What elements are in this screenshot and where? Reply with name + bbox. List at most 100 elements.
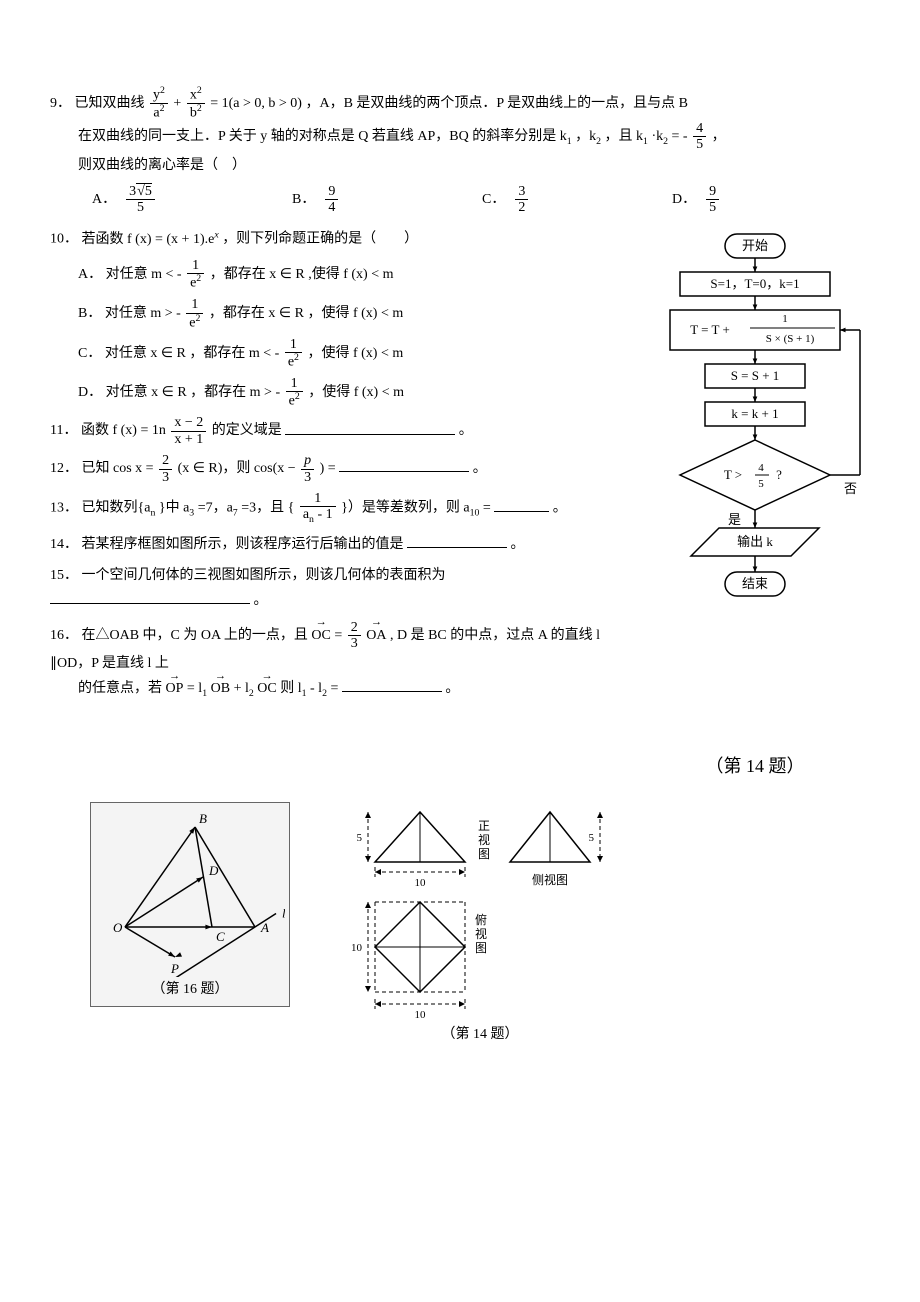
q14-a: 若某程序框图如图所示，则该程序运行后输出的值是 xyxy=(82,537,404,552)
svg-text:D: D xyxy=(208,863,219,878)
fig15-caption: （第 14 题） xyxy=(350,1022,610,1047)
q9-frac-1: y2 a2 xyxy=(150,86,168,121)
q10-d-b: ，使得 f (x) < m xyxy=(308,385,404,400)
q10-b-fd: e2 xyxy=(186,314,203,331)
q9-y: y xyxy=(153,88,160,103)
q12-c: ) = xyxy=(320,461,336,476)
q13-b: }）是等差数列，则 a xyxy=(341,501,469,516)
svg-text:l: l xyxy=(282,906,285,921)
q9-l2e: = - xyxy=(672,129,688,144)
q9-l2-num: 4 xyxy=(693,121,706,137)
q9-l2b: ，k xyxy=(575,129,596,144)
q13-d: 。 xyxy=(553,501,567,516)
q9-opt-d[interactable]: D． 95 xyxy=(672,184,792,216)
svg-text:图: 图 xyxy=(478,847,490,861)
q10-c-a: 对任意 x ∈ R ，都存在 m < - xyxy=(105,346,279,361)
q9-opt-c-lab: C． xyxy=(482,187,505,212)
flowchart-figure: 开始S=1，T=0，k=1T = T +1S × (S + 1)S = S + … xyxy=(640,226,870,782)
svg-text:10: 10 xyxy=(415,1009,427,1021)
q9-opt-b-den: 4 xyxy=(325,200,338,215)
q14-num: 14． xyxy=(50,537,78,552)
q13-fdt: - 1 xyxy=(314,507,333,522)
q16-blank[interactable] xyxy=(342,677,442,692)
q10-text-a: 若函数 f (x) = (x + 1).ex xyxy=(82,232,219,247)
q12-a: 已知 cos x = xyxy=(82,461,154,476)
q16-l2a: 的任意点，若 xyxy=(78,681,162,696)
question-9: 9． 已知双曲线 y2 a2 + x2 b2 = 1(a > 0, b > 0)… xyxy=(50,86,870,216)
q9-opt-c[interactable]: C． 32 xyxy=(482,184,672,216)
q9-opt-c-frac: 32 xyxy=(515,184,528,216)
q12-b: (x ∈ R)，则 cos(x − xyxy=(178,461,296,476)
svg-text:图: 图 xyxy=(475,941,487,955)
svg-text:5: 5 xyxy=(589,832,595,844)
q16-num: 16． xyxy=(50,628,78,643)
q9-line2: 在双曲线的同一支上．P 关于 y 轴的对称点是 Q 若直线 AP，BQ 的斜率分… xyxy=(78,121,870,153)
q10-a-fd: e2 xyxy=(187,274,204,291)
svg-text:输出 k: 输出 k xyxy=(737,534,773,549)
svg-text:k = k + 1: k = k + 1 xyxy=(731,406,778,421)
q12-f1d: 3 xyxy=(159,470,172,485)
svg-text:视: 视 xyxy=(478,832,490,847)
svg-text:否: 否 xyxy=(844,481,857,496)
q11-b: 的定义域是 xyxy=(212,424,282,439)
q9-number: 9． xyxy=(50,96,71,111)
q10-b-b: ，都存在 x ∈ R ，使得 f (x) < m xyxy=(209,306,403,321)
svg-text:B: B xyxy=(199,811,207,826)
q16-l2f: = xyxy=(330,681,338,696)
q15-blank[interactable] xyxy=(50,589,250,604)
q12-f1n: 2 xyxy=(159,453,172,469)
q10-b-fn: 1 xyxy=(186,297,203,313)
q12-f1: 23 xyxy=(159,453,172,485)
q9-opt-a[interactable]: A． 3√5 5 xyxy=(92,184,292,216)
q12-d: 。 xyxy=(473,461,487,476)
q9-opt-a-lab: A． xyxy=(92,187,116,212)
q10-c-lab: C． xyxy=(78,346,101,361)
q13-fd: an - 1 xyxy=(300,507,336,526)
svg-text:O: O xyxy=(113,920,123,935)
svg-text:10: 10 xyxy=(415,877,427,889)
flowchart-caption: （第 14 题） xyxy=(640,750,870,782)
q16-vec1: OC xyxy=(311,623,330,648)
q9-opt-b[interactable]: B． 94 xyxy=(292,184,482,216)
q9-opt-b-lab: B． xyxy=(292,187,315,212)
q10-a-fn: 1 xyxy=(187,258,204,274)
svg-text:T >: T > xyxy=(724,467,742,482)
q10-d-frac: 1e2 xyxy=(286,376,303,409)
q11-blank[interactable] xyxy=(285,420,455,435)
svg-text:S=1，T=0，k=1: S=1，T=0，k=1 xyxy=(710,276,799,291)
q16-l2e: - l xyxy=(310,681,322,696)
q12-f2d: 3 xyxy=(301,470,314,485)
svg-text:10: 10 xyxy=(351,942,363,954)
q16-vec5: OC xyxy=(257,676,276,701)
flowchart-svg: 开始S=1，T=0，k=1T = T +1S × (S + 1)S = S + … xyxy=(640,226,870,746)
svg-text:俯: 俯 xyxy=(475,912,487,927)
q9-line3: 则双曲线的离心率是（ ） xyxy=(78,153,870,178)
q9-opt-b-num: 9 xyxy=(325,184,338,200)
svg-text:5: 5 xyxy=(758,478,764,490)
q15-a: 一个空间几何体的三视图如图所示，则该几何体的表面积为 xyxy=(82,568,446,583)
q13-frac: 1 an - 1 xyxy=(300,491,336,526)
svg-text:P: P xyxy=(170,961,179,976)
q11-c: 。 xyxy=(459,424,473,439)
svg-text:A: A xyxy=(260,920,269,935)
q9-x: x xyxy=(190,88,197,103)
fig16-svg: O A B C D Pl xyxy=(95,807,285,977)
q16-b: = xyxy=(334,628,342,643)
q13-a2: }中 a xyxy=(159,501,189,516)
svg-text:C: C xyxy=(216,929,225,944)
q9-opt-d-frac: 95 xyxy=(706,184,719,216)
q10-c-fn: 1 xyxy=(285,337,302,353)
q10-a-b: ，都存在 x ∈ R ,使得 f (x) < m xyxy=(210,267,394,282)
q10-d-a: 对任意 x ∈ R ，都存在 m > - xyxy=(106,385,280,400)
svg-text:结束: 结束 xyxy=(742,576,768,591)
q10-c-b: ，使得 f (x) < m xyxy=(307,346,403,361)
q16-l2d: 则 l xyxy=(280,681,301,696)
q9-opt-a-sqrt: √5 xyxy=(136,183,152,199)
fig15-svg: 5105侧视图正视图1010俯视图 xyxy=(350,802,610,1022)
q14-blank[interactable] xyxy=(407,533,507,548)
q10-b-a: 对任意 m > - xyxy=(105,306,181,321)
q12-blank[interactable] xyxy=(339,457,469,472)
q15-b: 。 xyxy=(254,593,268,608)
q9-options: A． 3√5 5 B． 94 C． 32 D． 95 xyxy=(92,184,870,216)
q13-blank[interactable] xyxy=(494,497,549,512)
